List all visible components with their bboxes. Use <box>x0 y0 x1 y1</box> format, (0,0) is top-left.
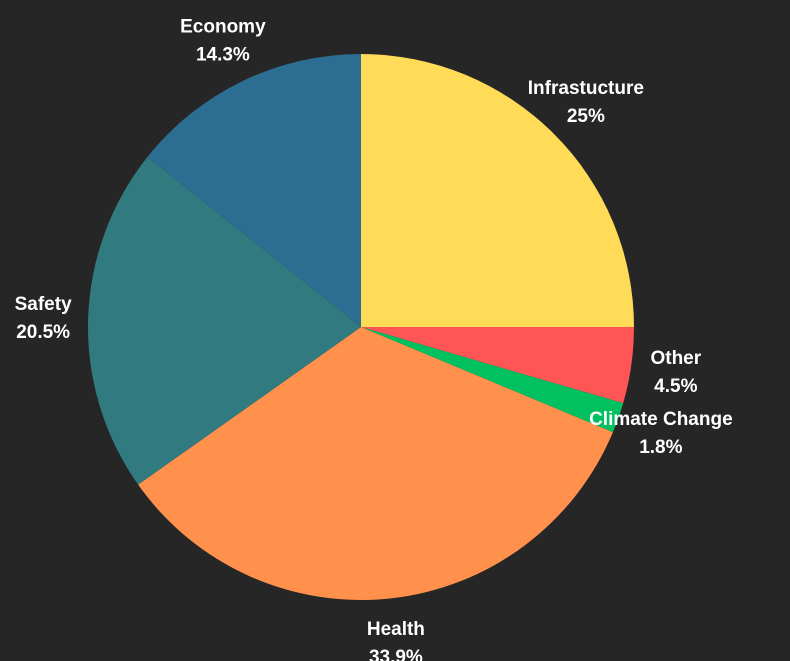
pie-labels: Infrastucture 25% Other 4.5% Climate Change 1… <box>15 17 733 661</box>
pie-slice-economy <box>147 54 361 327</box>
slice-value-climate-change: 1.8% <box>639 437 682 458</box>
slice-value-economy: 14.3% <box>196 45 250 66</box>
pie-slice-climate-change <box>361 327 624 433</box>
slice-label-infrastucture: Infrastucture <box>528 78 644 99</box>
slice-value-safety: 20.5% <box>16 322 70 343</box>
slice-label-other: Other <box>650 348 701 369</box>
pie-slice-safety <box>87 156 361 485</box>
pie-slice-health <box>138 327 613 600</box>
slice-value-infrastucture: 25% <box>567 106 605 127</box>
pie-slice-infrastucture <box>361 54 634 327</box>
slice-value-health: 33.9% <box>369 647 423 661</box>
slice-label-economy: Economy <box>180 17 266 38</box>
pie-slice-other <box>361 327 634 404</box>
slice-label-safety: Safety <box>15 294 72 315</box>
slice-value-other: 4.5% <box>654 376 697 397</box>
pie-slices <box>87 54 634 600</box>
slice-label-health: Health <box>367 619 425 640</box>
slice-label-climate-change: Climate Change <box>589 409 733 430</box>
